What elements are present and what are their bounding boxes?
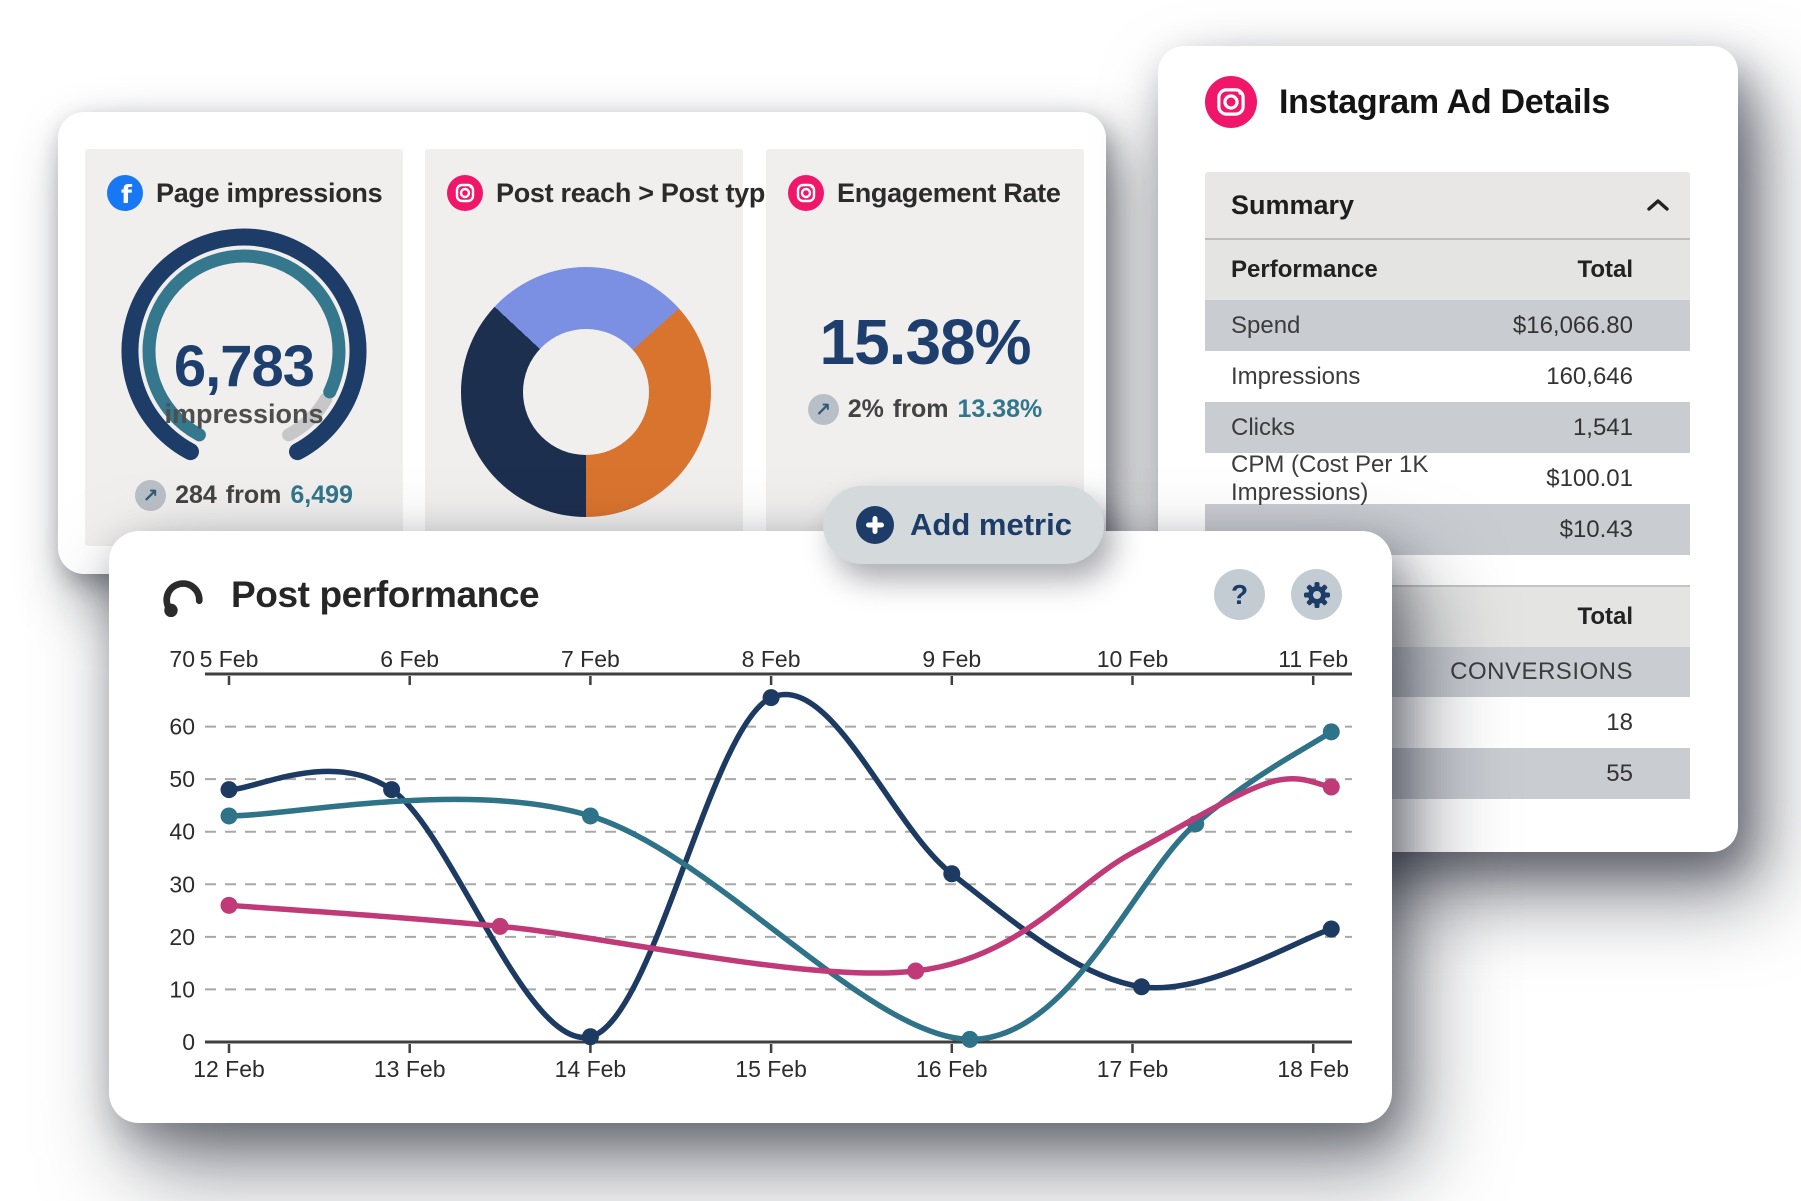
help-button[interactable]: ? [1214, 569, 1265, 620]
table-column-header: Performance Total [1205, 240, 1690, 300]
performance-rows: Spend $16,066.80 Impressions 160,646 Clicks 1… [1205, 300, 1690, 555]
tile-header: Post reach > Post type [447, 175, 780, 211]
gauge-unit-label: impressions [164, 399, 324, 429]
gauge-value: 6,783 [173, 334, 315, 399]
svg-text:6 Feb: 6 Feb [380, 646, 439, 672]
svg-text:10 Feb: 10 Feb [1097, 646, 1169, 672]
settings-button[interactable] [1291, 569, 1342, 620]
instagram-icon [447, 175, 483, 211]
svg-text:16 Feb: 16 Feb [916, 1056, 988, 1082]
row-label: CPM (Cost Per 1K Impressions) [1231, 450, 1429, 506]
change-reference: 13.38% [957, 395, 1043, 423]
summary-toggle[interactable]: Summary [1205, 172, 1690, 240]
svg-text:0: 0 [182, 1029, 195, 1055]
svg-text:f: f [121, 180, 133, 209]
svg-text:9 Feb: 9 Feb [922, 646, 981, 672]
post-performance-card: Post performance ? [109, 531, 1392, 1123]
svg-text:20: 20 [169, 924, 195, 950]
column-label-total: Total [1577, 256, 1633, 283]
row-label: Spend [1231, 311, 1301, 339]
svg-text:7 Feb: 7 Feb [561, 646, 620, 672]
svg-text:8 Feb: 8 Feb [742, 646, 801, 672]
row-value: $10.43 [1559, 515, 1633, 543]
svg-text:40: 40 [169, 819, 195, 845]
gear-icon [1303, 581, 1330, 608]
tile-title: Post reach > Post type [496, 177, 780, 208]
svg-text:15 Feb: 15 Feb [735, 1056, 807, 1082]
gauge-chart [121, 228, 367, 461]
card-title-row: Instagram Ad Details [1205, 76, 1610, 128]
svg-text:17 Feb: 17 Feb [1097, 1056, 1169, 1082]
change-reference: 6,499 [290, 481, 353, 509]
row-value: $16,066.80 [1512, 311, 1633, 339]
svg-text:18 Feb: 18 Feb [1277, 1056, 1349, 1082]
svg-text:11 Feb: 11 Feb [1278, 646, 1348, 672]
card-title-row: Post performance ? [159, 569, 1342, 620]
card-title: Post performance [231, 573, 540, 615]
trend-up-icon: ↗ [807, 394, 839, 425]
row-value: 1,541 [1572, 413, 1633, 441]
instagram-ad-details-card: Instagram Ad Details Summary Performance… [1158, 46, 1738, 852]
svg-text:70: 70 [169, 646, 195, 672]
card-title: Instagram Ad Details [1279, 82, 1610, 121]
donut-hole [523, 329, 649, 455]
change-indicator: ↗ 2% from 13.38% [766, 394, 1084, 425]
row-label: Impressions [1231, 362, 1361, 390]
page-impressions-tile: f Page impressions 6,783 impressions ↗ 2… [85, 149, 403, 546]
row-value: 55 [1606, 759, 1633, 787]
table-row: Impressions 160,646 [1205, 351, 1690, 402]
change-value: 2% [847, 395, 884, 423]
svg-text:50: 50 [169, 766, 195, 792]
post-performance-line-chart: 0 10 20 30 40 50 60 70 5 Feb 6 Feb 7 Feb 8 Feb 9 Feb… [169, 646, 1352, 1082]
row-value: 160,646 [1546, 362, 1633, 390]
add-metric-label: Add metric [910, 507, 1072, 542]
conversions-label: CONVERSIONS [1450, 658, 1633, 685]
table-row: CPM (Cost Per 1K Impressions) $100.01 [1205, 450, 1690, 506]
add-metric-button[interactable]: Add metric [823, 486, 1104, 564]
gauge-dial-icon [163, 579, 203, 617]
tile-title: Page impressions [156, 177, 383, 208]
svg-text:30: 30 [169, 871, 195, 897]
facebook-icon: f [107, 175, 143, 211]
donut-chart [461, 267, 711, 517]
svg-text:5 Feb: 5 Feb [200, 646, 259, 672]
summary-label: Summary [1231, 189, 1355, 220]
table-row: Spend $16,066.80 [1205, 300, 1690, 351]
instagram-icon [1205, 76, 1257, 128]
post-reach-tile: Post reach > Post type [425, 149, 780, 546]
plus-icon [856, 506, 895, 544]
column-label-total: Total [1577, 603, 1633, 630]
table-row: Clicks 1,541 [1205, 402, 1690, 453]
row-value: $100.01 [1546, 464, 1633, 492]
trend-up-icon: ↗ [135, 480, 167, 511]
change-value: 284 [175, 481, 217, 509]
change-connector: from [225, 481, 282, 509]
change-indicator: ↗ 284 from 6,499 [85, 480, 403, 511]
svg-text:14 Feb: 14 Feb [555, 1056, 627, 1082]
svg-text:10: 10 [169, 976, 195, 1002]
metrics-summary-card: f Page impressions 6,783 impressions ↗ 2… [58, 112, 1106, 574]
tile-header: f Page impressions [107, 175, 383, 211]
svg-text:13 Feb: 13 Feb [374, 1056, 446, 1082]
tile-header: Engagement Rate [788, 175, 1062, 211]
chevron-up-icon [1647, 199, 1669, 211]
row-value: 18 [1606, 708, 1633, 736]
column-label-performance: Performance [1231, 256, 1378, 283]
engagement-rate-tile: Engagement Rate 15.38% ↗ 2% from 13.38% [766, 149, 1084, 546]
change-connector: from [892, 395, 949, 423]
instagram-icon [788, 175, 824, 211]
svg-text:60: 60 [169, 714, 195, 740]
tile-title: Engagement Rate [837, 177, 1061, 208]
svg-text:12 Feb: 12 Feb [193, 1056, 265, 1082]
row-label: Clicks [1231, 413, 1295, 441]
engagement-rate-value: 15.38% [819, 306, 1031, 378]
